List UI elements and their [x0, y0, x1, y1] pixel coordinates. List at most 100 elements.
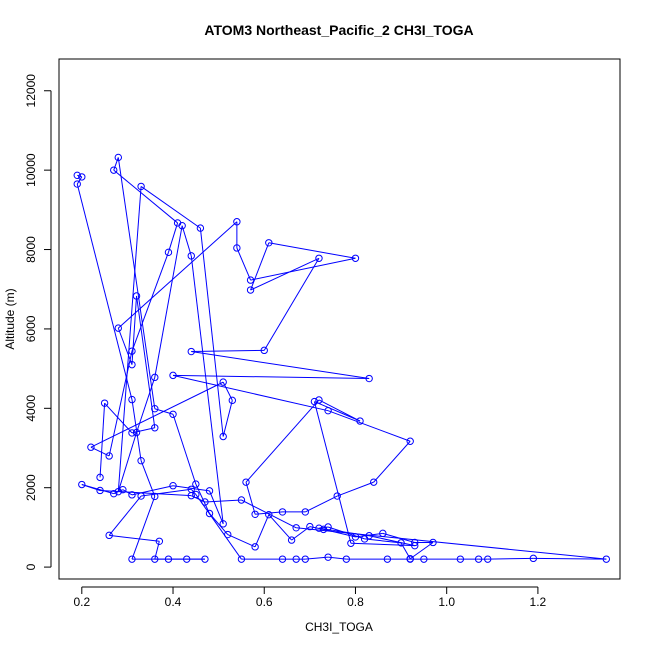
data-point — [173, 219, 182, 227]
series-segment — [113, 169, 178, 224]
x-axis-label: CH3I_TOGA — [305, 620, 373, 634]
series-segment — [108, 495, 142, 536]
series-segment — [305, 495, 338, 513]
data-point — [324, 406, 332, 415]
data-point — [237, 496, 246, 504]
y-tick-label: 12000 — [24, 74, 38, 108]
data-point — [260, 346, 268, 355]
series-segment — [113, 157, 119, 171]
data-point — [246, 276, 255, 284]
series-segment — [373, 440, 411, 483]
data-point — [96, 486, 104, 495]
data-point — [192, 480, 200, 488]
series-segment — [131, 427, 155, 434]
data-point — [319, 525, 328, 534]
data-point — [192, 490, 200, 499]
series-segment — [263, 258, 320, 351]
series-segment — [117, 157, 156, 409]
series-segment — [245, 482, 256, 515]
data-point — [224, 530, 232, 539]
y-tick-label: 0 — [24, 563, 38, 570]
data-point — [73, 180, 81, 188]
data-point — [356, 417, 364, 425]
series-segment — [296, 527, 607, 560]
chart-title: ATOM3 Northeast_Pacific_2 CH3I_TOGA — [204, 22, 473, 38]
data-point — [169, 371, 177, 380]
x-tick-label: 0.4 — [165, 595, 182, 609]
data-point — [201, 498, 209, 506]
data-point — [456, 555, 465, 563]
series-segment — [195, 483, 210, 514]
data-point — [187, 347, 195, 356]
series-segment — [76, 176, 83, 185]
data-point — [151, 424, 159, 432]
series-segment — [154, 225, 183, 378]
data-point — [420, 555, 428, 563]
series-segment — [204, 499, 242, 503]
data-point — [292, 524, 300, 532]
data-point — [164, 555, 173, 563]
series-points — [73, 153, 611, 563]
series-segment — [90, 381, 224, 448]
data-point — [132, 428, 141, 437]
series-segment — [209, 513, 229, 535]
series-segment — [291, 526, 311, 541]
data-point — [219, 432, 227, 441]
series-segment — [305, 556, 329, 560]
series-segment — [191, 351, 370, 380]
data-point — [278, 555, 287, 563]
series-segment — [350, 542, 415, 547]
series-segment — [117, 432, 138, 492]
series-segment — [533, 557, 607, 560]
series-segment — [327, 410, 411, 442]
data-point — [105, 452, 113, 460]
data-point — [205, 509, 214, 518]
y-axis-label: Altitude (m) — [3, 288, 17, 349]
data-point — [251, 510, 259, 518]
data-point — [110, 489, 118, 498]
data-point — [164, 248, 173, 257]
series-segment — [255, 511, 283, 515]
data-point — [119, 485, 127, 494]
data-point — [324, 523, 332, 531]
series-segment — [77, 174, 82, 178]
data-point — [137, 492, 145, 500]
data-point — [324, 553, 332, 561]
series-segment — [108, 351, 133, 457]
data-point — [100, 399, 109, 407]
data-point — [315, 396, 323, 404]
data-point — [333, 492, 341, 500]
series-segment — [236, 247, 252, 281]
series-segment — [250, 257, 356, 281]
series-segment — [81, 484, 114, 495]
data-point — [187, 252, 195, 260]
data-point — [114, 324, 122, 332]
series-segment — [122, 489, 133, 496]
data-point — [151, 555, 159, 563]
series-segment — [364, 538, 402, 544]
data-point — [128, 360, 136, 369]
x-tick-label: 0.6 — [256, 595, 273, 609]
data-point — [151, 492, 159, 501]
data-point — [110, 166, 118, 174]
data-point — [351, 254, 360, 262]
data-point — [379, 529, 387, 538]
series-segment — [313, 401, 352, 544]
x-tick-label: 0.2 — [73, 595, 90, 609]
data-point — [411, 541, 419, 550]
x-tick-label: 1.2 — [530, 595, 547, 609]
data-point — [105, 531, 113, 540]
data-point — [406, 555, 414, 563]
series-segment — [323, 528, 356, 538]
series-segment — [76, 183, 133, 400]
data-point — [219, 378, 227, 386]
series-segment — [318, 527, 370, 537]
data-point — [151, 373, 159, 382]
data-point — [365, 532, 373, 540]
data-point — [151, 405, 159, 413]
plot-frame — [58, 58, 621, 580]
data-point — [233, 218, 241, 226]
series-segment — [254, 514, 270, 548]
series-segment — [136, 295, 156, 428]
